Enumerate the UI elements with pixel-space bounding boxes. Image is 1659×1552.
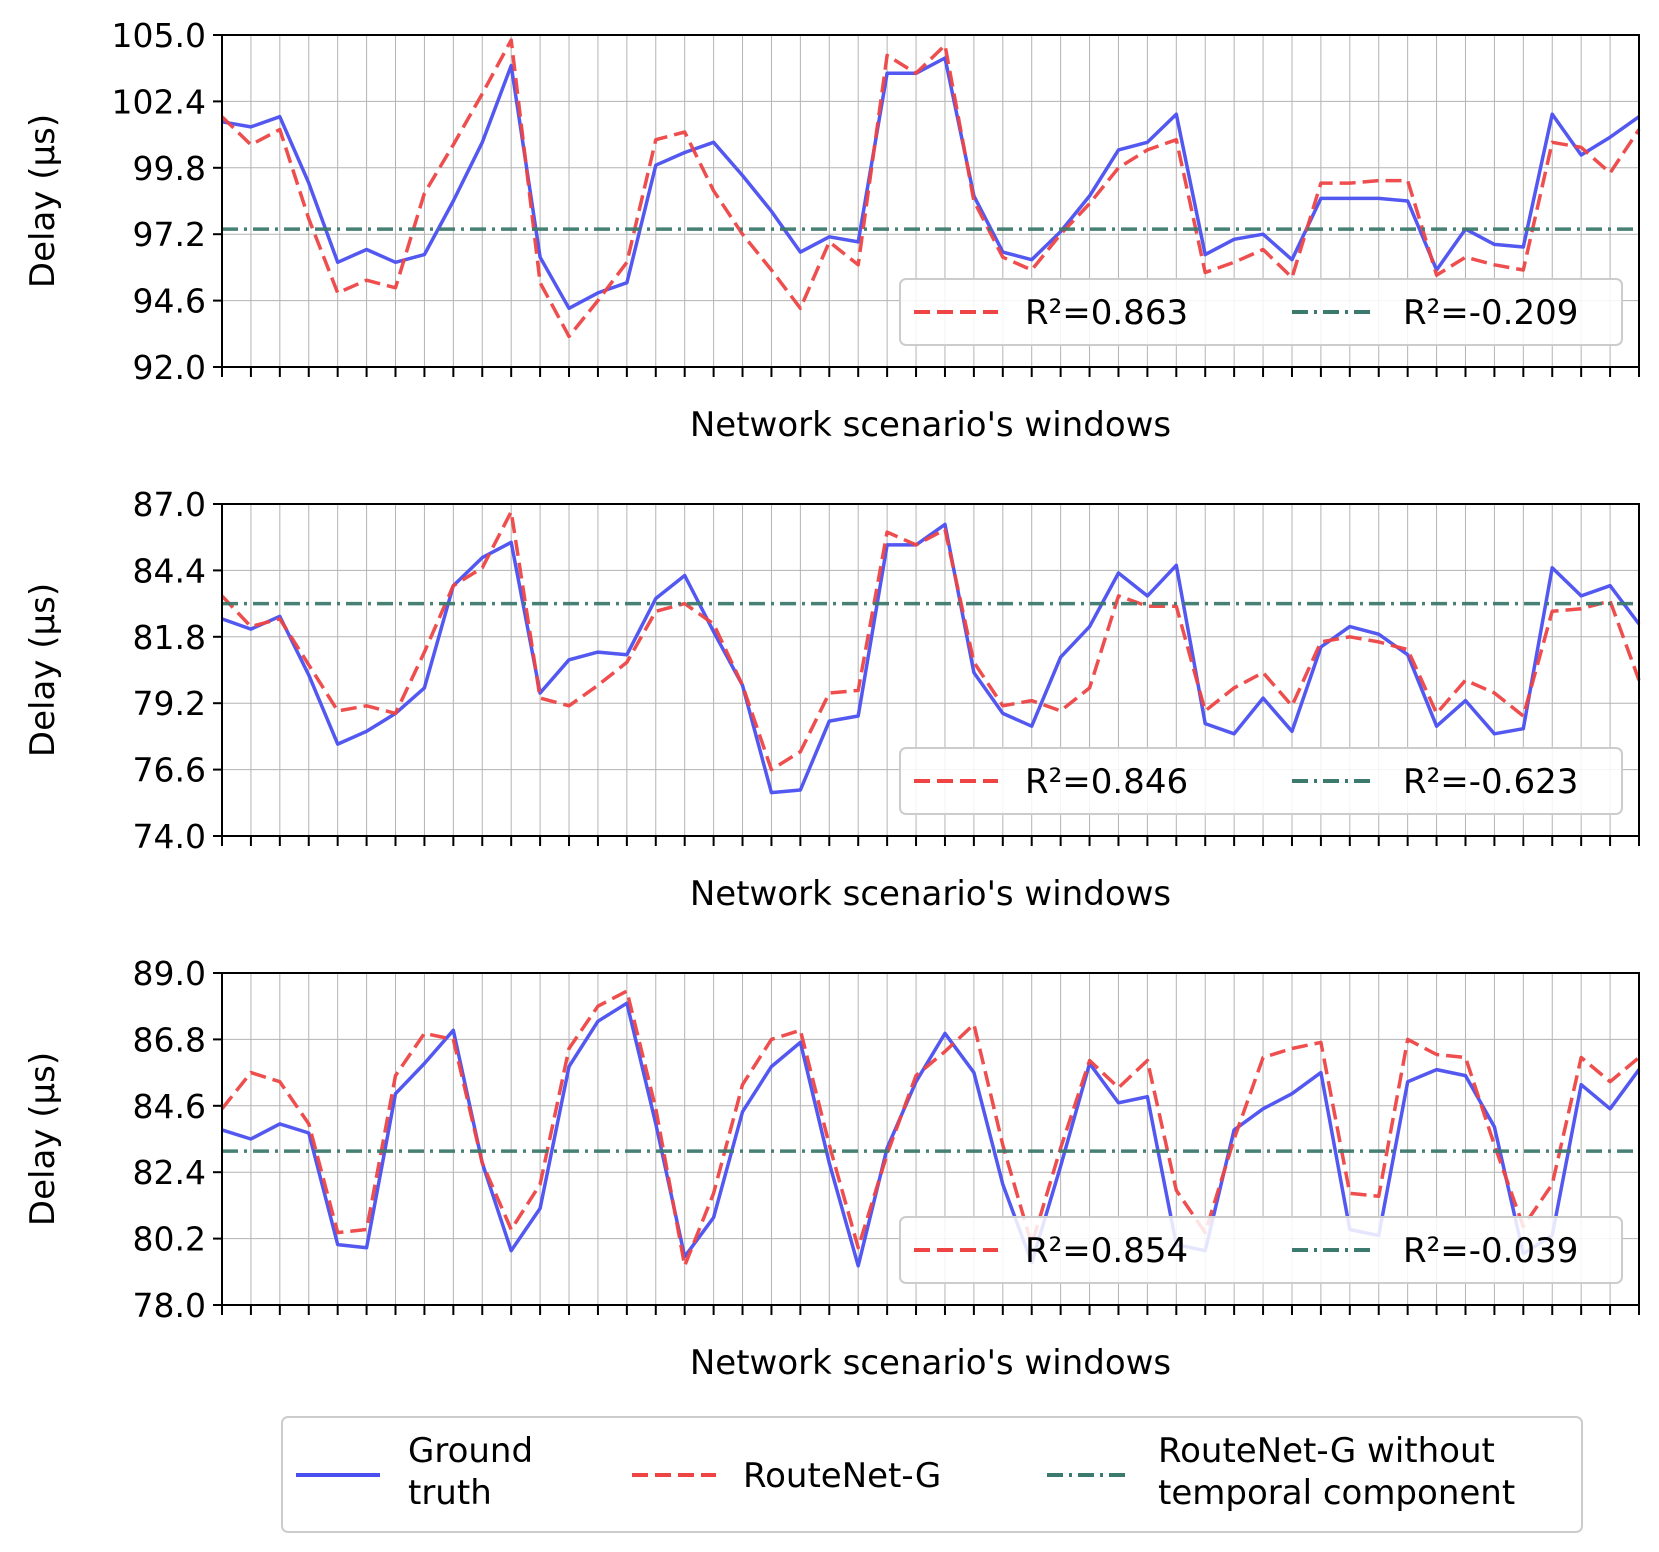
x-axis-label: Network scenario's windows [690,1343,1171,1383]
y-tick-label: 105.0 [112,16,206,55]
y-tick-label: 86.8 [133,1020,206,1059]
figure-legend: Ground truth RouteNet-G RouteNet-G witho… [281,1416,1583,1533]
panel-legend-frame [899,747,1623,815]
y-tick-label: 79.2 [133,684,206,723]
y-tick-label: 87.0 [133,485,206,524]
y-tick-label: 82.4 [133,1153,206,1192]
x-axis-label: Network scenario's windows [690,874,1171,914]
y-tick-label: 94.6 [133,282,206,321]
chart-panel-2: R²=0.846 R²=-0.623 74.0 76.6 79.2 81.8 84.4 87.… [23,485,1641,914]
legend-ground-truth-label-line1: Ground [408,1431,533,1471]
y-tick-label: 76.6 [133,751,206,790]
legend-r2-baseline-label: R²=-0.623 [1403,762,1578,802]
series-ground-truth-line [221,56,1641,311]
y-tick-label: 78.0 [133,1286,206,1325]
chart-panel-3: R²=0.854 R²=-0.039 78.0 80.2 82.4 84.6 86.8 89.… [23,954,1641,1383]
axes-frame [221,34,1640,368]
chart-panel-1: R²=0.863 R²=-0.209 92.0 94.6 97.2 99.8 102.4 10… [23,16,1641,445]
y-tick-label: 97.2 [133,215,206,254]
legend-r2-routenet-label: R²=0.863 [1025,293,1188,333]
y-tick-label: 84.6 [133,1087,206,1126]
y-axis-label: Delay (µs) [23,583,63,757]
series-routenet-line [220,989,1641,1268]
axes-frame [221,972,1640,1306]
legend-baseline-label-line2: temporal component [1158,1473,1515,1513]
legend-r2-baseline-label: R²=-0.039 [1403,1231,1578,1271]
panel-legend: R²=0.863 R²=-0.209 [899,278,1623,346]
legend-r2-routenet-label: R²=0.854 [1025,1231,1188,1271]
panel-legend-frame [899,1216,1623,1284]
y-axis-label: Delay (µs) [23,1052,63,1226]
y-tick-label: 92.0 [133,348,206,387]
series-routenet-line [220,38,1641,339]
y-axis-label: Delay (µs) [23,114,63,288]
y-tick-label: 74.0 [133,817,206,856]
y-tick-label: 89.0 [133,954,206,993]
figure-legend-frame [281,1416,1583,1533]
y-tick-label: 102.4 [112,82,206,121]
panel-legend: R²=0.854 R²=-0.039 [899,1216,1623,1284]
panel-legend-frame [899,278,1623,346]
legend-baseline-label-line1: RouteNet-G without [1158,1431,1495,1471]
legend-r2-routenet-label: R²=0.846 [1025,762,1188,802]
x-axis-label: Network scenario's windows [690,405,1171,445]
y-tick-label: 84.4 [133,551,206,590]
y-tick-label: 99.8 [133,149,206,188]
legend-ground-truth-label-line2: truth [408,1473,492,1513]
y-tick-label: 80.2 [133,1220,206,1259]
series-routenet-line [220,509,1641,772]
series-ground-truth-line [221,522,1641,795]
panel-legend: R²=0.846 R²=-0.623 [899,747,1623,815]
legend-r2-baseline-label: R²=-0.209 [1403,293,1578,333]
axes-frame [221,503,1640,837]
legend-routenet-label: RouteNet-G [743,1456,941,1496]
y-tick-label: 81.8 [133,618,206,657]
